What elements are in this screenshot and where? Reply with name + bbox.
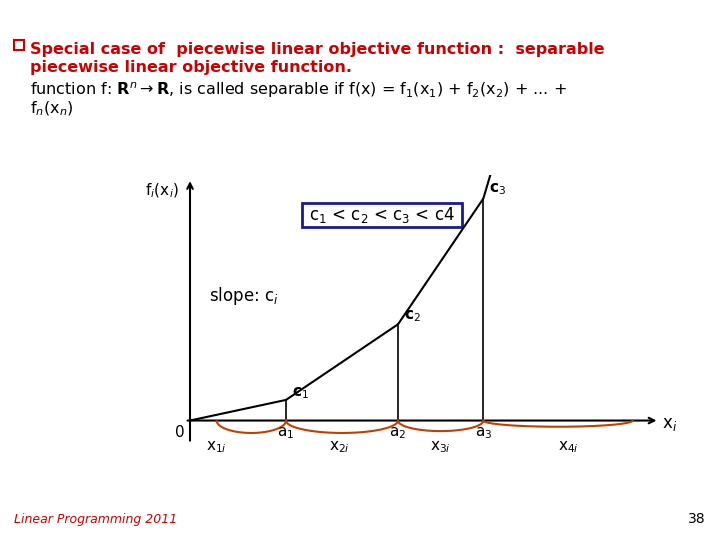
Text: c$_3$: c$_3$ <box>489 181 505 198</box>
Text: a$_3$: a$_3$ <box>474 426 492 441</box>
Text: a$_1$: a$_1$ <box>277 426 294 441</box>
Text: 38: 38 <box>688 512 706 526</box>
Bar <box>14 40 24 50</box>
Text: a$_2$: a$_2$ <box>390 426 407 441</box>
Text: c$_2$: c$_2$ <box>405 308 421 324</box>
Text: f$_i$(x$_i$): f$_i$(x$_i$) <box>145 181 179 200</box>
Text: x$_{1i}$: x$_{1i}$ <box>206 440 227 455</box>
Text: function f: $\mathbf{R}^n \rightarrow \mathbf{R}$, is called separable if f(x) =: function f: $\mathbf{R}^n \rightarrow \m… <box>30 80 567 99</box>
Text: Linear Programming 2011: Linear Programming 2011 <box>14 513 177 526</box>
Text: x$_{3i}$: x$_{3i}$ <box>431 440 451 455</box>
Text: x$_{4i}$: x$_{4i}$ <box>558 440 579 455</box>
Text: slope: c$_i$: slope: c$_i$ <box>209 285 278 307</box>
Bar <box>302 203 462 227</box>
Text: c$_1$ < c$_2$ < c$_3$ < c4: c$_1$ < c$_2$ < c$_3$ < c4 <box>309 205 455 225</box>
Text: Special case of  piecewise linear objective function :  separable: Special case of piecewise linear objecti… <box>30 42 605 57</box>
Text: piecewise linear objective function.: piecewise linear objective function. <box>30 60 352 75</box>
Text: 0: 0 <box>175 426 184 441</box>
Text: x$_i$: x$_i$ <box>662 415 678 433</box>
Text: x$_{2i}$: x$_{2i}$ <box>329 440 350 455</box>
Text: c$_1$: c$_1$ <box>292 385 310 401</box>
Text: f$_n$(x$_n$): f$_n$(x$_n$) <box>30 100 73 118</box>
